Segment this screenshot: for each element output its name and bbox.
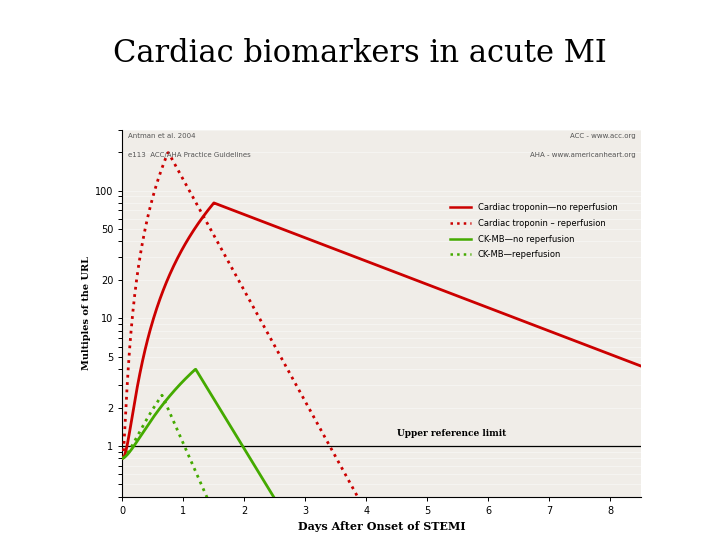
Text: Upper reference limit: Upper reference limit [397,429,506,438]
Text: AHA - www.americanheart.org: AHA - www.americanheart.org [530,152,636,158]
Text: Antman et al. 2004: Antman et al. 2004 [127,133,195,139]
Text: Cardiac biomarkers in acute MI: Cardiac biomarkers in acute MI [113,38,607,69]
Text: e113  ACC/AHA Practice Guidelines: e113 ACC/AHA Practice Guidelines [127,152,251,158]
X-axis label: Days After Onset of STEMI: Days After Onset of STEMI [298,522,465,532]
Legend: Cardiac troponin—no reperfusion, Cardiac troponin – reperfusion, CK-MB—no reperf: Cardiac troponin—no reperfusion, Cardiac… [447,200,621,262]
Y-axis label: Multiples of the URL: Multiples of the URL [82,256,91,370]
Text: ACC - www.acc.org: ACC - www.acc.org [570,133,636,139]
